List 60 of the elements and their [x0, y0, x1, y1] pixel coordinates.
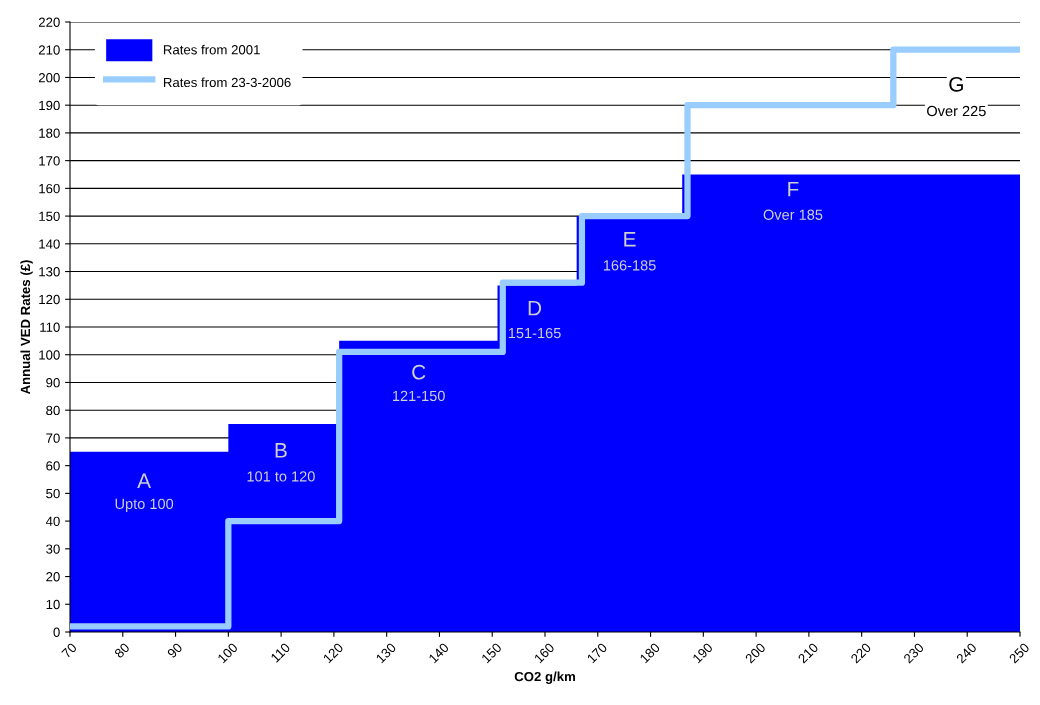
- annotation: B: [275, 443, 287, 458]
- annotation: Over 185: [763, 209, 823, 220]
- y-tick-label: 160: [39, 183, 60, 194]
- y-tick-label: 140: [39, 239, 60, 249]
- y-tick-label: 180: [39, 128, 60, 138]
- y-tick-label: 70: [46, 433, 60, 443]
- annotation: 101 to 120: [247, 471, 315, 482]
- y-tick-label: 30: [46, 544, 60, 554]
- x-tick-label: 190: [692, 642, 714, 664]
- y-tick-label: 210: [38, 45, 60, 55]
- annotation: G: [949, 76, 963, 92]
- y-tick-label: 60: [46, 461, 60, 471]
- x-axis-title: CO2 g/km: [514, 671, 575, 684]
- annotation: Over 225: [927, 105, 986, 117]
- x-tick-label: 130: [375, 642, 397, 664]
- annotation: F: [788, 182, 799, 197]
- x-tick-label: 240: [955, 642, 978, 664]
- annotation: E: [624, 232, 636, 247]
- annotation: C: [412, 364, 426, 380]
- y-tick-label: 170: [39, 156, 60, 166]
- y-tick-label: 150: [39, 211, 60, 221]
- y-tick-label: 0: [53, 627, 60, 637]
- x-tick-label: 250: [1008, 642, 1030, 664]
- y-tick-label: 110: [40, 322, 60, 332]
- y-tick-label: 120: [39, 294, 60, 305]
- x-tick-label: 160: [533, 642, 555, 664]
- legend-label: Rates from 23-3-2006: [163, 77, 291, 88]
- y-tick-label: 190: [39, 100, 60, 111]
- x-tick-label: 80: [113, 642, 131, 659]
- x-tick-label: 230: [903, 642, 925, 664]
- annotation: 151-165: [508, 327, 561, 339]
- annotation: Upto 100: [115, 498, 174, 512]
- y-tick-label: 100: [39, 350, 60, 360]
- x-tick-label: 100: [217, 642, 239, 664]
- annotation: D: [528, 300, 542, 316]
- y-tick-label: 10: [46, 599, 60, 610]
- y-tick-label: 90: [46, 378, 60, 388]
- x-tick-label: 210: [797, 642, 819, 664]
- x-tick-label: 200: [744, 642, 767, 664]
- x-tick-label: 120: [322, 642, 344, 664]
- x-tick-label: 90: [166, 642, 183, 659]
- y-tick-label: 40: [45, 516, 60, 526]
- y-tick-label: 50: [46, 488, 60, 499]
- y-tick-label: 130: [39, 267, 60, 277]
- x-tick-label: 150: [481, 642, 503, 664]
- y-tick-label: 220: [38, 17, 60, 27]
- x-tick-label: 170: [586, 642, 608, 664]
- x-tick-label: 140: [428, 642, 450, 664]
- x-tick-label: 110: [270, 642, 291, 663]
- y-tick-label: 20: [46, 572, 60, 582]
- annotation: A: [137, 473, 152, 488]
- y-tick-label: 80: [46, 405, 60, 416]
- x-tick-label: 180: [639, 642, 661, 664]
- x-tick-label: 220: [850, 642, 872, 664]
- legend-label: Rates from 2001: [163, 44, 260, 55]
- y-tick-label: 200: [38, 73, 60, 83]
- annotation: 166-185: [603, 260, 656, 271]
- x-tick-label: 70: [61, 642, 78, 659]
- y-axis-title: Annual VED Rates (£): [20, 260, 33, 395]
- annotation: 121-150: [393, 390, 445, 402]
